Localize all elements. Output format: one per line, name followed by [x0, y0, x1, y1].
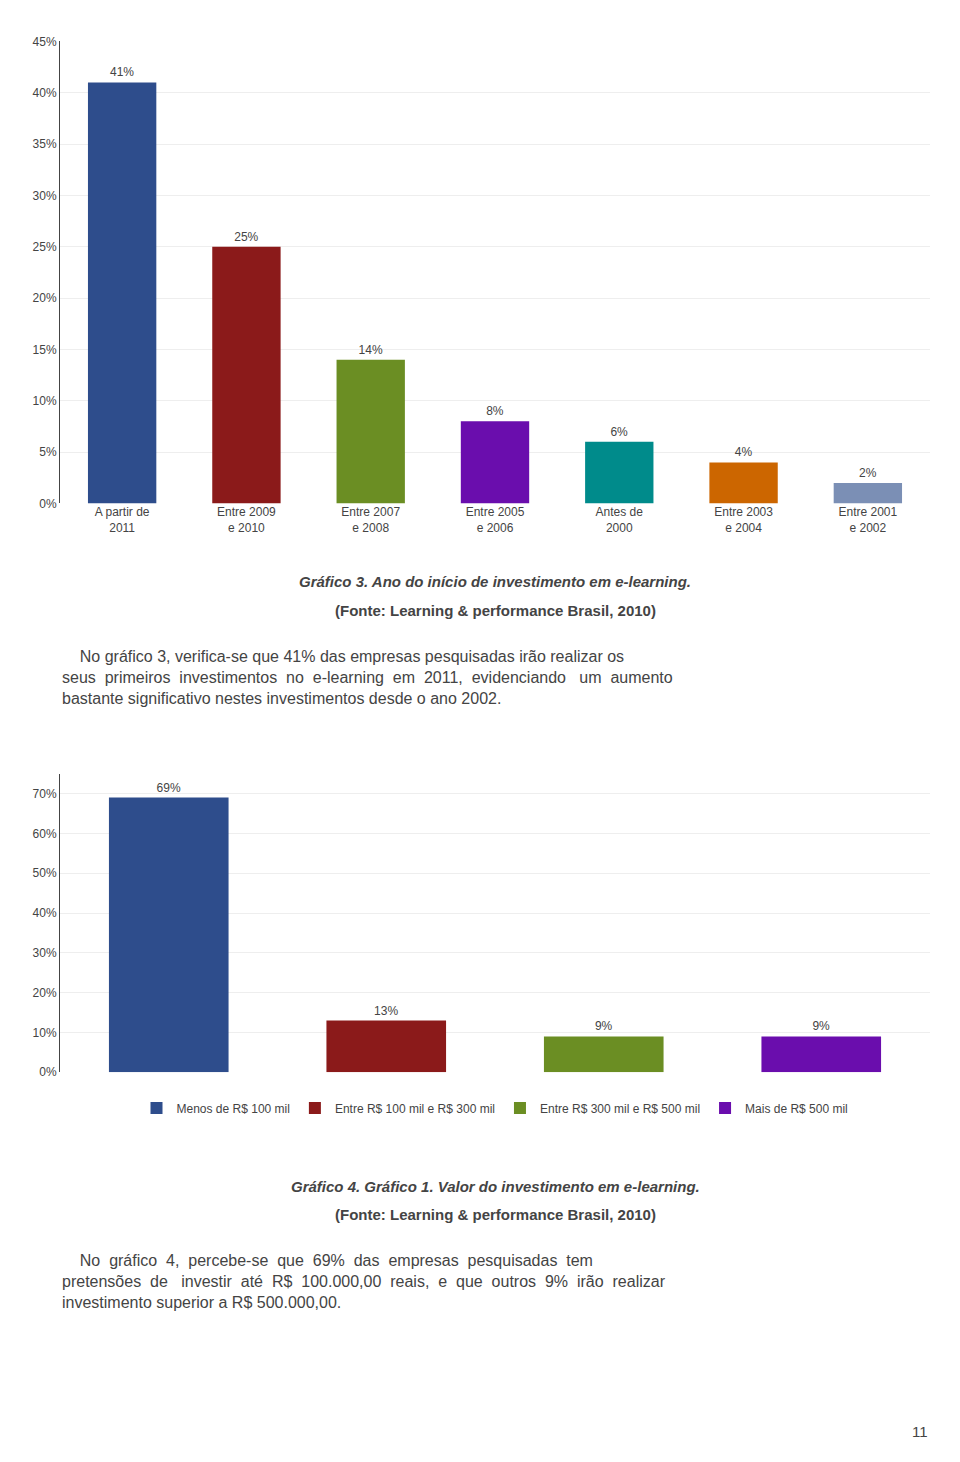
svg-text:45%: 45%	[33, 35, 57, 49]
svg-text:Entre 2001e 2002: Entre 2001e 2002	[839, 505, 898, 535]
svg-text:25%: 25%	[33, 240, 57, 254]
svg-text:(Fonte: Learning & performance: (Fonte: Learning & performance Brasil, 2…	[335, 602, 656, 619]
svg-text:41%: 41%	[110, 65, 134, 79]
svg-text:13%: 13%	[374, 1004, 398, 1018]
svg-text:20%: 20%	[33, 291, 57, 305]
svg-text:30%: 30%	[33, 946, 57, 960]
svg-text:No gráfico 4, percebe-se q: No gráfico 4, percebe-se que 69% das emp…	[62, 1252, 666, 1311]
svg-text:Gráfico 4. Gráfico 1. Valor do: Gráfico 4. Gráfico 1. Valor do investime…	[291, 1178, 700, 1195]
svg-text:70%: 70%	[33, 787, 57, 801]
svg-text:Entre 2003e 2004: Entre 2003e 2004	[714, 505, 773, 535]
svg-text:0%: 0%	[39, 497, 57, 511]
svg-text:Antes de2000: Antes de2000	[596, 505, 644, 535]
svg-text:11: 11	[912, 1423, 928, 1440]
svg-text:Gráfico 3. Ano do início de in: Gráfico 3. Ano do início de investimento…	[299, 573, 691, 590]
svg-text:15%: 15%	[33, 343, 57, 357]
svg-text:10%: 10%	[33, 394, 57, 408]
svg-text:Entre 2007e 2008: Entre 2007e 2008	[341, 505, 400, 535]
svg-text:No gráfico 3, verifica-se que: No gráfico 3, verifica-se que 41% das em…	[62, 648, 673, 707]
svg-text:8%: 8%	[486, 404, 504, 418]
svg-text:40%: 40%	[33, 906, 57, 920]
svg-text:14%: 14%	[359, 343, 383, 357]
svg-text:50%: 50%	[33, 866, 57, 880]
svg-text:40%: 40%	[33, 86, 57, 100]
svg-text:Entre 2009e 2010: Entre 2009e 2010	[217, 505, 276, 535]
svg-text:5%: 5%	[39, 445, 57, 459]
svg-text:Entre 2005e 2006: Entre 2005e 2006	[466, 505, 525, 535]
svg-text:10%: 10%	[33, 1026, 57, 1040]
svg-text:30%: 30%	[33, 189, 57, 203]
svg-text:2%: 2%	[859, 466, 877, 480]
svg-text:9%: 9%	[595, 1019, 613, 1033]
svg-text:(Fonte: Learning & performance: (Fonte: Learning & performance Brasil, 2…	[335, 1206, 656, 1223]
svg-text:Entre R$ 300 mil e R$ 500 mil: Entre R$ 300 mil e R$ 500 mil	[540, 1102, 700, 1116]
svg-text:35%: 35%	[33, 137, 57, 151]
svg-text:0%: 0%	[39, 1065, 57, 1079]
svg-text:Mais de R$ 500 mil: Mais de R$ 500 mil	[745, 1102, 848, 1116]
svg-text:25%: 25%	[234, 230, 258, 244]
svg-text:20%: 20%	[33, 986, 57, 1000]
svg-text:69%: 69%	[157, 781, 181, 795]
svg-text:9%: 9%	[812, 1019, 830, 1033]
svg-text:60%: 60%	[33, 827, 57, 841]
svg-text:Menos de R$ 100 mil: Menos de R$ 100 mil	[177, 1102, 290, 1116]
svg-text:A partir de2011: A partir de2011	[95, 505, 150, 535]
svg-text:4%: 4%	[735, 445, 753, 459]
svg-text:6%: 6%	[610, 425, 628, 439]
svg-text:Entre R$ 100 mil e R$ 300 mil: Entre R$ 100 mil e R$ 300 mil	[335, 1102, 495, 1116]
